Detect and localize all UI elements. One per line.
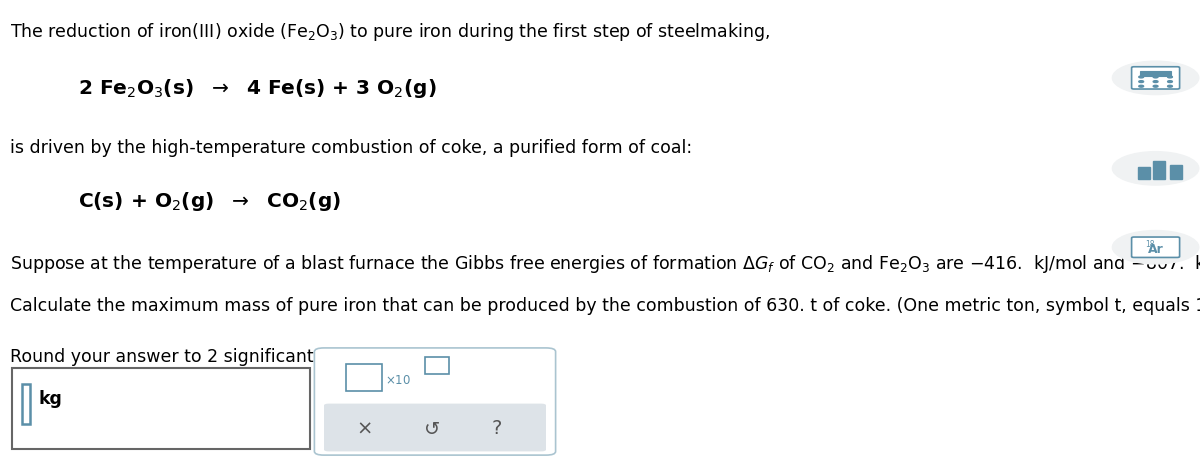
FancyBboxPatch shape (1132, 238, 1180, 258)
Text: Calculate the maximum mass of pure iron that can be produced by the combustion o: Calculate the maximum mass of pure iron … (10, 296, 1200, 314)
FancyBboxPatch shape (425, 357, 449, 375)
Circle shape (1112, 62, 1199, 95)
Circle shape (1139, 81, 1144, 83)
Text: Ar: Ar (1147, 243, 1164, 256)
Text: Suppose at the temperature of a blast furnace the Gibbs free energies of formati: Suppose at the temperature of a blast fu… (10, 252, 1200, 274)
FancyBboxPatch shape (1132, 68, 1180, 90)
Text: is driven by the high-temperature combustion of coke, a purified form of coal:: is driven by the high-temperature combus… (10, 139, 691, 157)
Circle shape (1112, 152, 1199, 186)
Circle shape (1168, 81, 1172, 83)
Text: 2 Fe$_2$O$_3$(s)  $\rightarrow$  4 Fe(s) + 3 O$_2$(g): 2 Fe$_2$O$_3$(s) $\rightarrow$ 4 Fe(s) +… (78, 76, 437, 100)
Text: Round your answer to 2 significant digits.: Round your answer to 2 significant digit… (10, 347, 372, 365)
Circle shape (1139, 86, 1144, 88)
Circle shape (1153, 86, 1158, 88)
FancyBboxPatch shape (1153, 162, 1165, 179)
FancyBboxPatch shape (22, 384, 30, 424)
Text: $\times$10: $\times$10 (385, 373, 412, 386)
Circle shape (1153, 81, 1158, 83)
Circle shape (1139, 77, 1144, 79)
Text: ?: ? (492, 418, 503, 437)
Text: $\times$: $\times$ (356, 418, 372, 437)
Text: The reduction of iron(III) oxide (Fe$_2$O$_3$) to pure iron during the first ste: The reduction of iron(III) oxide (Fe$_2$… (10, 21, 769, 43)
FancyBboxPatch shape (1138, 168, 1150, 179)
FancyBboxPatch shape (12, 368, 310, 449)
Text: 18: 18 (1145, 239, 1154, 249)
Circle shape (1153, 77, 1158, 79)
Text: $\circlearrowleft$: $\circlearrowleft$ (420, 418, 440, 437)
Circle shape (1112, 231, 1199, 264)
Circle shape (1168, 77, 1172, 79)
Text: C(s) + O$_2$(g)  $\rightarrow$  CO$_2$(g): C(s) + O$_2$(g) $\rightarrow$ CO$_2$(g) (78, 190, 341, 213)
FancyBboxPatch shape (314, 348, 556, 455)
Circle shape (1168, 86, 1172, 88)
FancyBboxPatch shape (1140, 72, 1171, 77)
FancyBboxPatch shape (1170, 165, 1182, 179)
FancyBboxPatch shape (346, 364, 382, 391)
Text: kg: kg (38, 389, 62, 407)
FancyBboxPatch shape (324, 404, 546, 451)
